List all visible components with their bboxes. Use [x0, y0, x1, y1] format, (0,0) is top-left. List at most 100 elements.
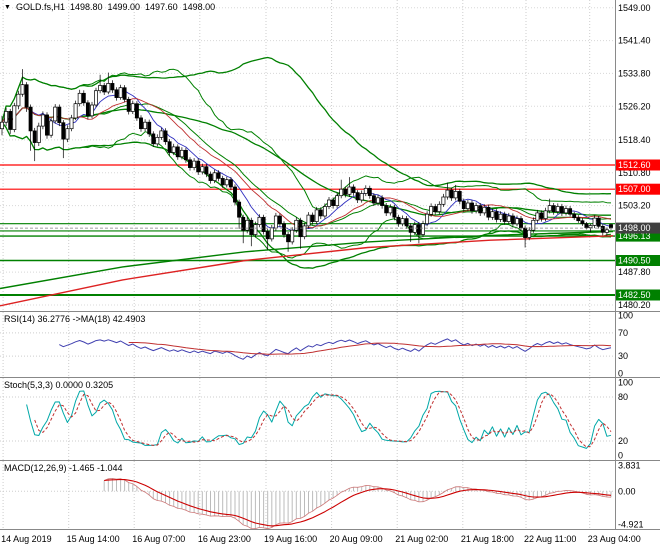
candle-body — [237, 201, 242, 218]
macd-indicator-panel[interactable]: MACD(12,26,9) -1.465 -1.044 3.831 0.00 -4.… — [0, 461, 660, 530]
candle-body — [343, 188, 348, 195]
symbol-ohlc-label: ▼ GOLD.fs,H1 1498.80 1499.00 1497.60 149… — [4, 2, 220, 12]
candle-body — [572, 213, 577, 219]
candle-body — [220, 178, 225, 186]
candle-body — [28, 106, 33, 132]
candle-body — [363, 187, 368, 194]
symbol-marker-icon: ▼ — [4, 3, 11, 11]
candle-body — [547, 205, 552, 212]
candle-body — [457, 191, 462, 202]
candle-body — [351, 186, 356, 193]
candle-body — [20, 84, 25, 95]
candle-body — [302, 225, 307, 238]
candle-body — [118, 87, 123, 98]
candle-body — [551, 205, 556, 212]
price-badge — [616, 159, 660, 171]
y-axis-label: 1526.20 — [618, 101, 651, 111]
candle-body — [478, 205, 483, 214]
candle-body — [114, 89, 119, 98]
candle-body — [310, 214, 315, 222]
y-axis-label: -4.921 — [618, 519, 644, 529]
candle-body — [437, 203, 442, 212]
y-axis-label: 100 — [618, 312, 633, 321]
candle-body — [192, 160, 197, 168]
stochastic-canvas[interactable]: 100 80 20 0 — [0, 378, 660, 460]
rsi-canvas[interactable]: 100 70 30 0 — [0, 312, 660, 377]
candle-body — [490, 211, 495, 218]
candle-body — [179, 149, 184, 158]
candle-body — [404, 218, 409, 227]
candle-body — [90, 104, 94, 117]
candle-body — [498, 213, 503, 220]
candle-body — [122, 87, 127, 100]
candle-body — [367, 187, 372, 196]
y-axis-label: 20 — [618, 436, 628, 446]
rsi-line — [59, 338, 612, 360]
high-value: 1499.00 — [107, 2, 141, 12]
candle-body — [85, 102, 90, 117]
candle-body — [269, 227, 274, 240]
candle-body — [600, 225, 605, 233]
candle-body — [12, 105, 17, 130]
candle-body — [175, 146, 180, 158]
candle-body — [584, 223, 589, 228]
candle-body — [155, 137, 160, 145]
candle-body — [416, 224, 421, 235]
candle-body — [36, 125, 41, 143]
price-chart-canvas[interactable]: 1549.00 1541.40 1533.80 1526.20 1518.40 1510.… — [0, 0, 660, 311]
candle-body — [65, 128, 70, 140]
candle-body — [396, 216, 401, 225]
candle-body — [433, 206, 438, 213]
candle-body — [212, 172, 217, 181]
time-axis-label: 15 Aug 14:00 — [66, 534, 120, 544]
y-axis-label: 1487.80 — [618, 267, 651, 277]
y-axis-label: 3.831 — [618, 461, 641, 471]
candle-body — [290, 229, 295, 243]
open-value: 1498.80 — [69, 2, 103, 12]
candle-body — [474, 205, 479, 212]
candle-body — [253, 224, 258, 235]
candle-body — [539, 212, 544, 219]
price-badge-label: 1496.13 — [618, 231, 651, 241]
y-axis-label: 1549.00 — [618, 3, 651, 13]
candle-body — [392, 206, 397, 218]
candle-body — [400, 218, 405, 225]
candle-body — [604, 229, 609, 233]
candle-body — [445, 189, 450, 198]
candle-body — [515, 218, 519, 225]
candle-body — [564, 208, 568, 214]
candle-body — [159, 130, 164, 138]
candle-body — [16, 93, 21, 107]
price-chart-panel[interactable]: ▼ GOLD.fs,H1 1498.80 1499.00 1497.60 149… — [0, 0, 660, 312]
candle-body — [441, 196, 446, 205]
candle-body — [257, 216, 262, 225]
candle-body — [486, 206, 491, 218]
candle-body — [45, 114, 49, 136]
stochastic-indicator-panel[interactable]: Stoch(5,3,3) 0.0000 0.3205 100 80 20 0 — [0, 378, 660, 461]
candle-body — [94, 90, 98, 106]
macd-label-text: MACD(12,26,9) -1.465 -1.044 — [4, 463, 123, 473]
candle-body — [277, 215, 282, 225]
y-axis-label: 0.00 — [618, 486, 636, 496]
candle-body — [53, 106, 58, 122]
macd-canvas[interactable]: 3.831 0.00 -4.921 — [0, 461, 660, 529]
candle-body — [249, 219, 254, 235]
y-axis-label: 30 — [618, 351, 628, 361]
candle-body — [204, 166, 209, 175]
candle-body — [294, 219, 299, 231]
price-badge — [616, 255, 660, 266]
rsi-indicator-panel[interactable]: RSI(14) 36.2776 ->MA(18) 42.4903 100 70 30… — [0, 312, 660, 378]
candle-body — [519, 218, 523, 229]
candle-body — [506, 215, 511, 222]
stoch-label: Stoch(5,3,3) 0.0000 0.3205 — [4, 380, 118, 390]
candle-body — [265, 231, 270, 240]
candle-body — [163, 130, 168, 143]
rsi-label-text: RSI(14) 36.2776 ->MA(18) 42.4903 — [4, 314, 146, 324]
candle-body — [171, 146, 176, 153]
candle-body — [110, 83, 115, 91]
candle-body — [465, 202, 470, 209]
candle-body — [306, 214, 311, 227]
candle-body — [143, 121, 148, 130]
candle-body — [596, 217, 601, 227]
